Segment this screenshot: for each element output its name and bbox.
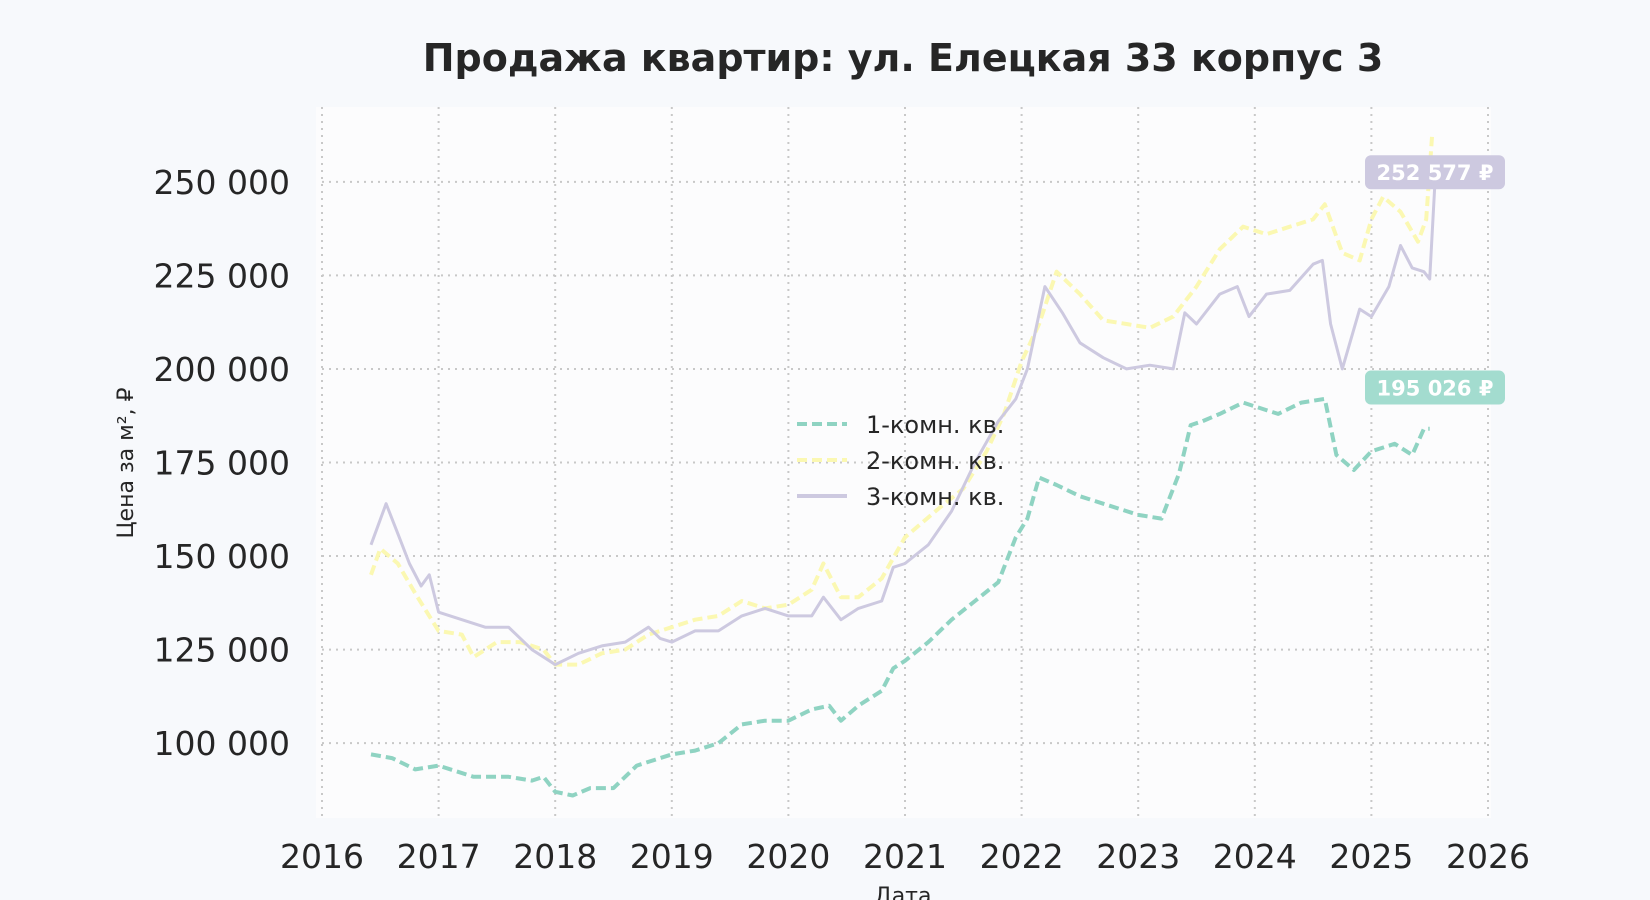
x-axis-label: Дата — [875, 884, 932, 900]
end-label-text-1: 252 577 ₽ — [1377, 161, 1494, 185]
legend: 1-комн. кв. 2-комн. кв. 3-комн. кв. — [797, 411, 1004, 511]
x-tick-label: 2019 — [630, 837, 714, 876]
grid — [321, 107, 1489, 818]
x-tick-label: 2020 — [746, 837, 830, 876]
series-line-2 — [369, 136, 1434, 667]
y-tick-label: 125 000 — [154, 631, 290, 670]
series-line-1 — [370, 396, 1430, 798]
x-tick-label: 2025 — [1329, 837, 1413, 876]
x-tick-label: 2023 — [1096, 837, 1180, 876]
legend-label-3: 3-комн. кв. — [866, 483, 1004, 511]
tick-labels: 2016 2017 2018 2019 2020 2021 2022 2023 2024 2025… — [154, 163, 1530, 876]
legend-label-1: 1-комн. кв. — [866, 411, 1004, 439]
series-group — [369, 136, 1437, 798]
x-tick-label: 2018 — [513, 837, 597, 876]
x-tick-label: 2024 — [1213, 837, 1297, 876]
x-tick-label: 2026 — [1446, 837, 1530, 876]
chart-title: Продажа квартир: ул. Елецкая 33 корпус 3 — [423, 36, 1384, 80]
x-tick-label: 2021 — [863, 837, 947, 876]
x-tick-label: 2017 — [397, 837, 481, 876]
y-tick-label: 225 000 — [154, 256, 290, 295]
y-tick-label: 200 000 — [154, 350, 290, 389]
x-tick-label: 2022 — [980, 837, 1064, 876]
y-axis-label: Цена за м², ₽ — [114, 387, 139, 538]
x-tick-label: 2016 — [280, 837, 364, 876]
y-tick-label: 100 000 — [154, 724, 290, 763]
end-label-box-1 — [1365, 155, 1505, 190]
y-tick-label: 150 000 — [154, 537, 290, 576]
y-tick-label: 250 000 — [154, 163, 290, 202]
legend-label-2: 2-комн. кв. — [866, 447, 1004, 475]
series-line-3 — [369, 172, 1437, 667]
end-value-labels: 252 577 ₽ 195 026 ₽ — [1365, 155, 1505, 405]
y-tick-label: 175 000 — [154, 444, 290, 483]
end-label-text-2: 195 026 ₽ — [1377, 377, 1494, 401]
end-label-box-2 — [1365, 370, 1505, 405]
